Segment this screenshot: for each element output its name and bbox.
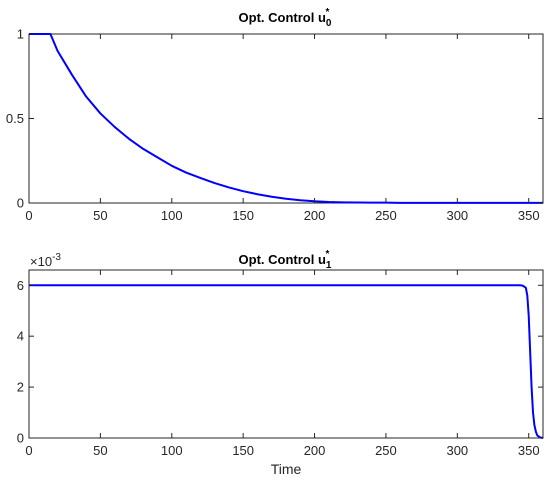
x-tick-label: 300 xyxy=(446,443,468,458)
y-exponent-base: ×10 xyxy=(30,254,52,269)
chart-title-u0-sup: * xyxy=(325,7,329,18)
x-tick-label: 250 xyxy=(375,208,397,223)
x-tick-label: 300 xyxy=(446,208,468,223)
x-axis-ticks-u1: 0 50 100 150 200 250 300 350 xyxy=(25,270,540,458)
axes-border xyxy=(28,33,544,204)
chart-title-u1: Opt. Control u1* xyxy=(239,249,332,271)
x-tick-label: 100 xyxy=(161,208,183,223)
x-tick-label: 0 xyxy=(25,443,32,458)
x-tick-label: 350 xyxy=(518,208,540,223)
y-tick-label: 2 xyxy=(17,380,24,395)
x-tick-label: 350 xyxy=(518,443,540,458)
y-exponent-label-u1: ×10-3 xyxy=(30,252,61,269)
x-tick-label: 200 xyxy=(304,443,326,458)
y-tick-label: 0 xyxy=(17,431,24,446)
series-line xyxy=(29,284,544,439)
series-line-u0 xyxy=(29,33,543,204)
chart-title-u0: Opt. Control u0* xyxy=(239,7,332,29)
chart-title-u0-sub: 0 xyxy=(326,18,332,29)
chart-title-u1-main: Opt. Control u xyxy=(239,252,326,267)
y-tick-label: 1 xyxy=(17,27,24,42)
subplot-u0: Opt. Control u0* 0 50 100 150 200 250 300 350 0… xyxy=(6,7,544,223)
series-line xyxy=(29,33,543,204)
x-tick-label: 250 xyxy=(375,443,397,458)
y-exponent-power: -3 xyxy=(52,252,61,263)
y-axis-ticks-u1: 0 2 4 6 xyxy=(17,278,543,446)
x-axis-ticks-u0: 0 50 100 150 200 250 300 350 xyxy=(25,34,540,223)
y-tick-label: 0 xyxy=(17,196,24,211)
y-tick-label: 6 xyxy=(17,278,24,293)
chart-title-u1-sup: * xyxy=(325,249,329,260)
axes-border xyxy=(28,269,544,439)
x-tick-label: 50 xyxy=(93,208,107,223)
axes-frame-u0 xyxy=(28,33,544,204)
chart-title-u1-sub: 1 xyxy=(326,260,332,271)
series-line-u1 xyxy=(29,284,544,439)
x-tick-label: 200 xyxy=(304,208,326,223)
axes-frame-u1 xyxy=(28,269,544,439)
x-tick-label: 100 xyxy=(161,443,183,458)
x-tick-label: 150 xyxy=(232,443,254,458)
x-tick-label: 150 xyxy=(232,208,254,223)
chart-title-u0-main: Opt. Control u xyxy=(239,10,326,25)
y-axis-ticks-u0: 00.51 xyxy=(6,27,543,211)
x-tick-label: 50 xyxy=(93,443,107,458)
subplot-u1: Opt. Control u1* ×10-3 0 50 100 150 200 250 30… xyxy=(17,249,544,477)
x-axis-label-u1: Time xyxy=(271,461,302,477)
y-tick-label: 4 xyxy=(17,329,24,344)
x-tick-label: 0 xyxy=(25,208,32,223)
y-tick-label: 0.5 xyxy=(6,111,24,126)
